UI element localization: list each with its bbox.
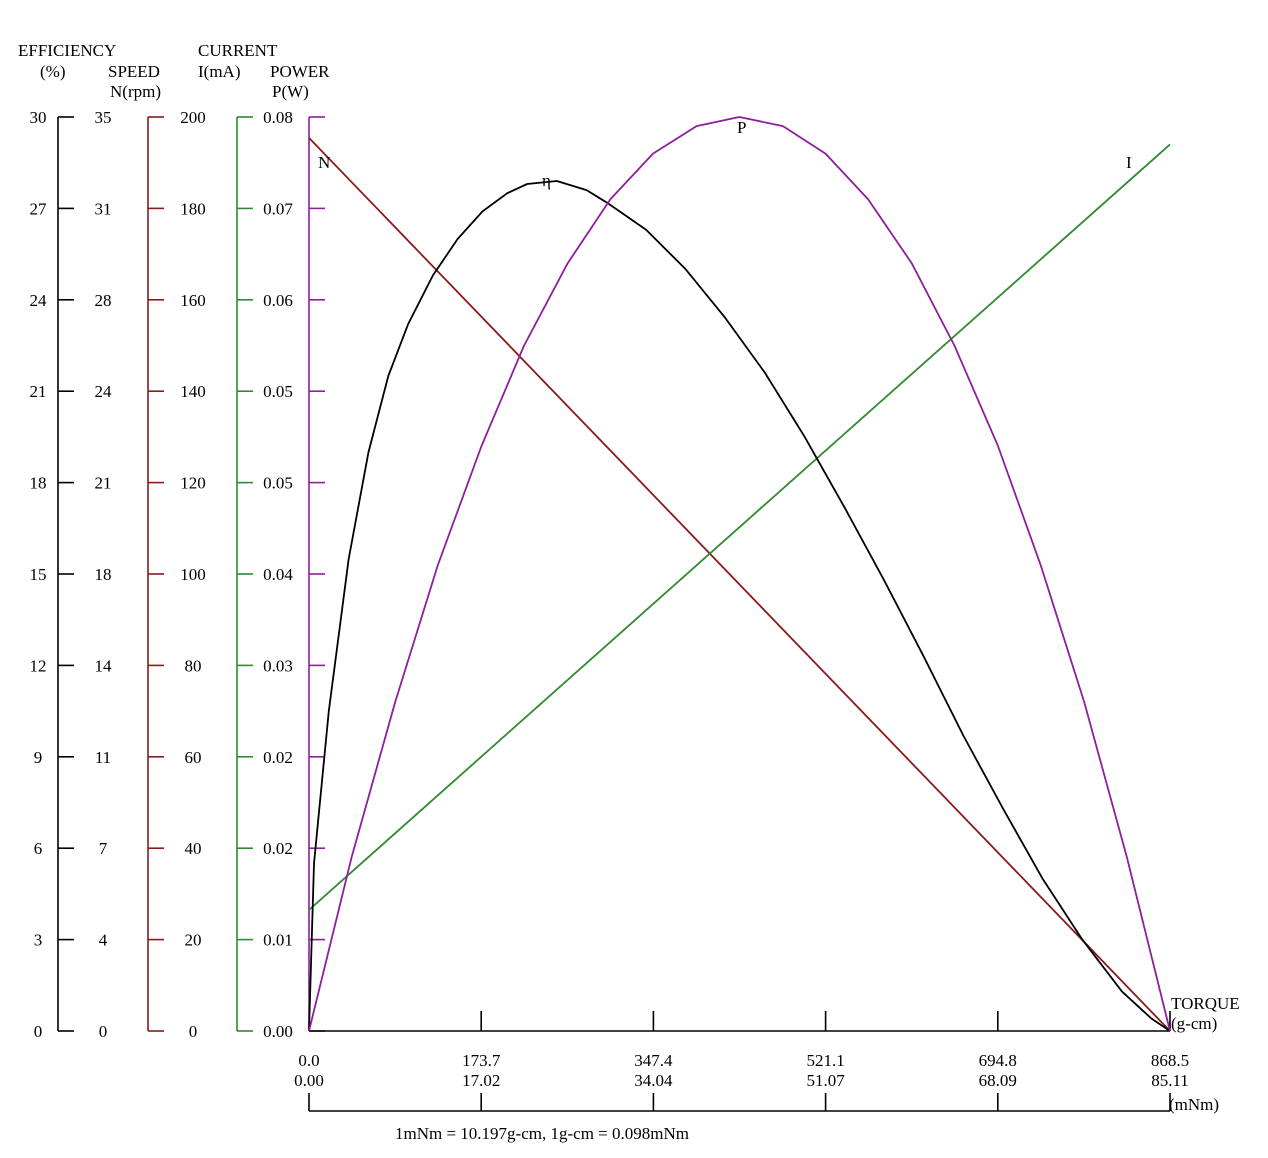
mnm-tick-label: 17.02 bbox=[462, 1071, 500, 1090]
speed-tick-label: 21 bbox=[95, 474, 112, 493]
current-tick-label: 120 bbox=[180, 474, 206, 493]
current-curve-label: I bbox=[1126, 153, 1132, 172]
efficiency-tick-label: 9 bbox=[34, 748, 43, 767]
power-tick-label: 0.00 bbox=[263, 1022, 293, 1041]
torque-tick-label: 347.4 bbox=[634, 1051, 673, 1070]
torque-ticks: 0.00.00 173.717.02 347.434.04 521.151.07 694… bbox=[294, 1011, 1189, 1111]
efficiency-curve-label: η bbox=[542, 171, 551, 190]
current-tick-label: 160 bbox=[180, 291, 206, 310]
efficiency-tick-label: 27 bbox=[30, 199, 48, 218]
power-axis-unit: P(W) bbox=[272, 82, 309, 101]
efficiency-axis-title: EFFICIENCY bbox=[18, 41, 116, 60]
current-axis-unit: I(mA) bbox=[198, 62, 240, 81]
power-tick-label: 0.08 bbox=[263, 108, 293, 127]
speed-tick-label: 14 bbox=[95, 656, 113, 675]
mnm-tick-label: 34.04 bbox=[634, 1071, 673, 1090]
speed-ticks: 35 31 28 24 21 18 14 11 7 4 0 bbox=[95, 108, 164, 1041]
speed-tick-label: 0 bbox=[99, 1022, 108, 1041]
torque-tick-label: 0.0 bbox=[298, 1051, 319, 1070]
torque-tick-label: 868.5 bbox=[1151, 1051, 1189, 1070]
efficiency-tick-label: 12 bbox=[30, 656, 47, 675]
power-tick-label: 0.03 bbox=[263, 656, 293, 675]
current-tick-label: 80 bbox=[185, 656, 202, 675]
current-tick-label: 40 bbox=[185, 839, 202, 858]
mnm-tick-label: 0.00 bbox=[294, 1071, 324, 1090]
power-ticks: 0.08 0.07 0.06 0.05 0.05 0.04 0.03 0.02 0.02 0.01… bbox=[263, 108, 325, 1041]
speed-curve-label: N bbox=[318, 153, 330, 172]
series-power-curve bbox=[308, 116, 1171, 1032]
conversion-note: 1mNm = 10.197g-cm, 1g-cm = 0.098mNm bbox=[395, 1124, 689, 1143]
power-tick-label: 0.05 bbox=[263, 474, 293, 493]
speed-tick-label: 28 bbox=[95, 291, 112, 310]
power-axis-title: POWER bbox=[270, 62, 330, 81]
torque-axis-title: TORQUE bbox=[1171, 994, 1240, 1013]
speed-axis-unit: N(rpm) bbox=[110, 82, 161, 101]
power-tick-label: 0.05 bbox=[263, 382, 293, 401]
speed-tick-label: 7 bbox=[99, 839, 108, 858]
speed-tick-label: 18 bbox=[95, 565, 112, 584]
current-tick-label: 100 bbox=[180, 565, 206, 584]
power-tick-label: 0.07 bbox=[263, 199, 293, 218]
speed-axis-title: SPEED bbox=[108, 62, 160, 81]
efficiency-tick-label: 24 bbox=[30, 291, 48, 310]
torque-axis-unit: (g-cm) bbox=[1171, 1014, 1217, 1033]
speed-tick-label: 24 bbox=[95, 382, 113, 401]
current-tick-label: 20 bbox=[185, 931, 202, 950]
efficiency-axis-unit: (%) bbox=[40, 62, 65, 81]
power-tick-label: 0.01 bbox=[263, 931, 293, 950]
speed-tick-label: 11 bbox=[95, 748, 111, 767]
torque-tick-label: 694.8 bbox=[979, 1051, 1017, 1070]
series-efficiency-curve bbox=[308, 180, 1171, 1032]
speed-tick-label: 35 bbox=[95, 108, 112, 127]
current-tick-label: 140 bbox=[180, 382, 206, 401]
mnm-tick-label: 68.09 bbox=[979, 1071, 1017, 1090]
axis-headers: EFFICIENCY (%) SPEED N(rpm) CURRENT I(mA… bbox=[18, 41, 330, 101]
efficiency-tick-label: 15 bbox=[30, 565, 47, 584]
power-tick-label: 0.02 bbox=[263, 748, 293, 767]
series-current-curve bbox=[308, 143, 1171, 911]
series-speed-curve bbox=[308, 137, 1171, 1032]
current-tick-label: 200 bbox=[180, 108, 206, 127]
series-layer bbox=[308, 116, 1171, 1032]
torque-tick-label: 173.7 bbox=[462, 1051, 501, 1070]
power-tick-label: 0.06 bbox=[263, 291, 293, 310]
efficiency-tick-label: 21 bbox=[30, 382, 47, 401]
speed-tick-label: 31 bbox=[95, 199, 112, 218]
current-tick-label: 60 bbox=[185, 748, 202, 767]
current-tick-label: 0 bbox=[189, 1022, 198, 1041]
torque-tick-label: 521.1 bbox=[806, 1051, 844, 1070]
mnm-tick-label: 85.11 bbox=[1151, 1071, 1189, 1090]
efficiency-tick-label: 3 bbox=[34, 931, 43, 950]
mnm-axis-unit: (mNm) bbox=[1169, 1095, 1219, 1114]
current-axis-title: CURRENT bbox=[198, 41, 278, 60]
speed-tick-label: 4 bbox=[99, 931, 108, 950]
efficiency-tick-label: 0 bbox=[34, 1022, 43, 1041]
power-tick-label: 0.04 bbox=[263, 565, 293, 584]
mnm-tick-label: 51.07 bbox=[806, 1071, 845, 1090]
power-curve-label: P bbox=[737, 118, 746, 137]
power-tick-label: 0.02 bbox=[263, 839, 293, 858]
efficiency-tick-label: 30 bbox=[30, 108, 47, 127]
efficiency-tick-label: 6 bbox=[34, 839, 43, 858]
current-tick-label: 180 bbox=[180, 199, 206, 218]
efficiency-tick-label: 18 bbox=[30, 474, 47, 493]
